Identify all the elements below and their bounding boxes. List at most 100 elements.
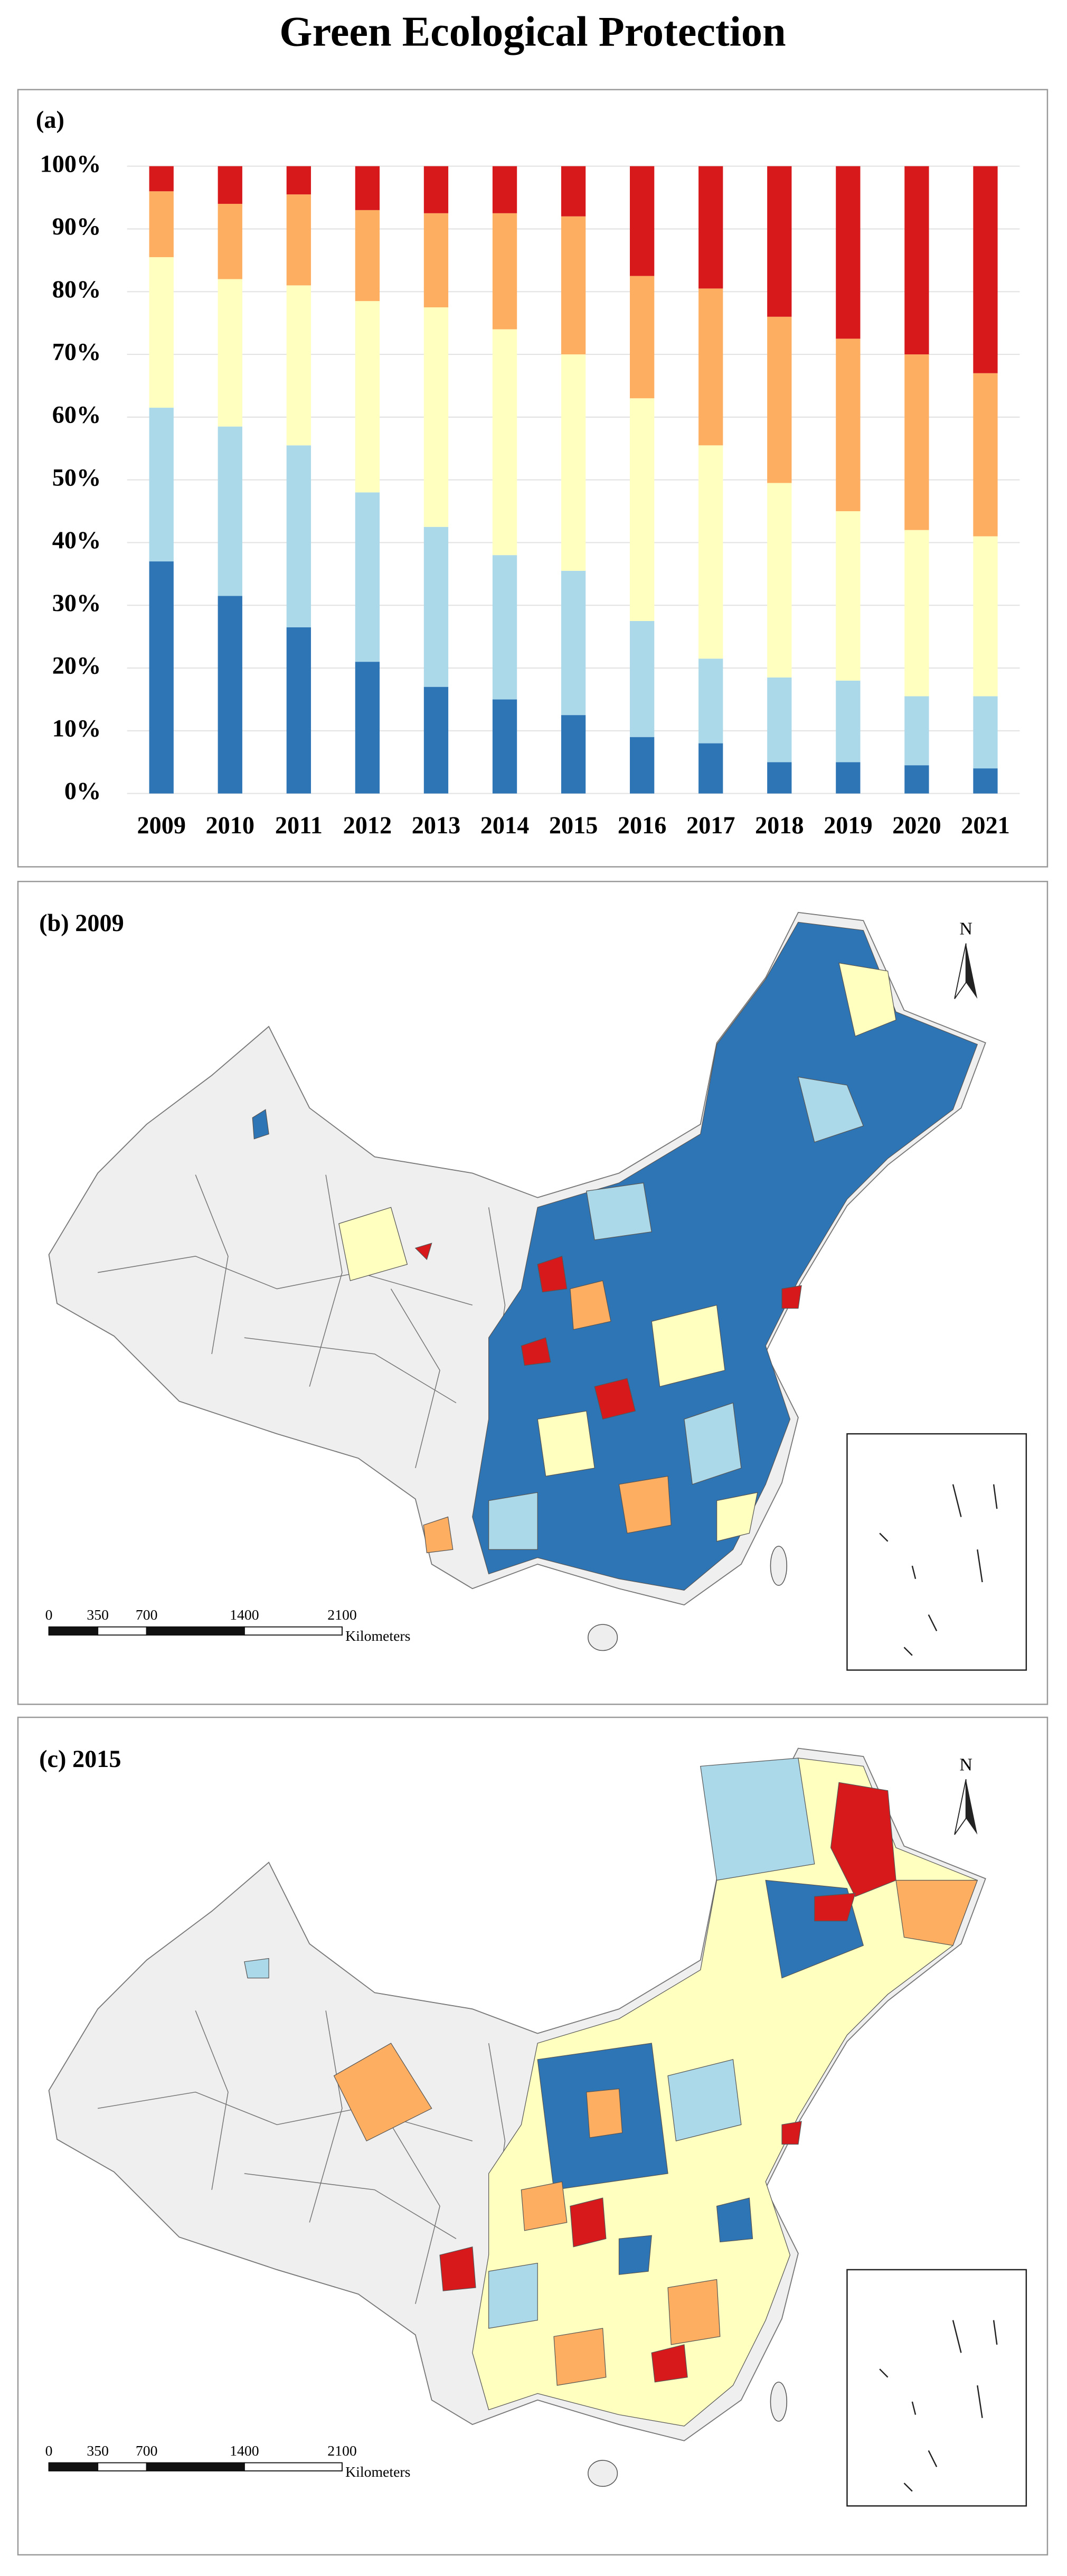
bar-segment <box>423 527 449 687</box>
bar-segment <box>698 445 723 659</box>
bar-segment <box>767 677 792 763</box>
bar-segment <box>836 339 861 512</box>
bar-segment <box>973 768 998 794</box>
scale-label: 700 <box>136 1607 158 1623</box>
bar-segment <box>767 166 792 317</box>
bar-segment <box>973 536 998 697</box>
bar-segment <box>286 166 311 195</box>
panel-label: (b) 2009 <box>39 910 124 937</box>
north-label: N <box>959 1755 972 1774</box>
x-tick-label: 2019 <box>824 812 873 839</box>
scale-unit: Kilometers <box>345 2464 410 2480</box>
y-tick-label: 50% <box>52 464 101 491</box>
bar-segment <box>492 555 517 700</box>
y-tick-label: 40% <box>52 527 101 554</box>
bar-segment <box>492 329 517 556</box>
bar-segment <box>492 213 517 330</box>
panel-label: (a) <box>36 107 64 134</box>
scale-segment <box>48 1626 99 1636</box>
x-tick-label: 2020 <box>892 812 941 839</box>
bar-segment <box>149 408 174 562</box>
x-tick-label: 2013 <box>412 812 461 839</box>
bar-segment <box>218 166 242 204</box>
bar-segment <box>218 426 242 596</box>
scale-segment <box>48 2462 99 2471</box>
title: Green Ecological Protection <box>279 8 786 55</box>
bar-segment <box>423 687 449 794</box>
scale-segment <box>243 1626 343 1636</box>
bar-segment <box>423 166 449 213</box>
map-b: 0 350 700 1400 2100 Kilometers (b) 2009 N <box>17 880 1049 1705</box>
scale-label: 1400 <box>230 2443 259 2459</box>
bar-segment <box>836 762 861 794</box>
bar-segment <box>149 166 174 192</box>
bar-segment <box>561 570 586 716</box>
x-tick-label: 2009 <box>137 812 186 839</box>
scale-label: 350 <box>87 1607 109 1623</box>
bar-segment <box>698 743 723 794</box>
regions <box>244 1757 978 2386</box>
bar-segment <box>698 288 723 446</box>
x-tick-label: 2018 <box>755 812 804 839</box>
scale-label: 1400 <box>230 1607 259 1623</box>
bar-segment <box>561 715 586 794</box>
y-tick-label: 80% <box>52 276 101 303</box>
y-tick-label: 90% <box>52 213 101 240</box>
bar-segment <box>218 203 242 279</box>
bar-segment <box>423 213 449 307</box>
bar-segment <box>355 492 380 662</box>
bar-segment <box>698 659 723 744</box>
bar-segment <box>355 166 380 210</box>
bar-segment <box>630 621 655 737</box>
bar-segment <box>836 511 861 681</box>
scale-label: 0 <box>45 1607 53 1623</box>
scale-label: 2100 <box>327 2443 357 2459</box>
bar-segment <box>904 354 929 530</box>
bar-segment <box>904 166 929 355</box>
north-label: N <box>959 919 972 939</box>
bar-segment <box>423 307 449 527</box>
regions <box>252 962 896 1554</box>
bar-segment <box>973 166 998 373</box>
scale-segment <box>97 2462 147 2471</box>
x-tick-label: 2014 <box>480 812 530 839</box>
bar-segment <box>286 285 311 446</box>
bar-segment <box>286 627 311 794</box>
y-tick-label: 20% <box>52 653 101 680</box>
x-tick-label: 2012 <box>343 812 392 839</box>
bar-segment <box>218 279 242 427</box>
scale-label: 2100 <box>327 1607 357 1623</box>
bar-segment <box>904 530 929 697</box>
bar-segment <box>904 696 929 766</box>
bar-segment <box>286 194 311 286</box>
x-tick-label: 2010 <box>206 812 255 839</box>
y-tick-label: 60% <box>52 401 101 428</box>
scale-segment <box>146 2462 245 2471</box>
bar-segment <box>630 166 655 276</box>
bar-segment <box>630 398 655 621</box>
x-tick-label: 2016 <box>618 812 667 839</box>
bar-segment <box>836 680 861 763</box>
bar-segment <box>561 354 586 571</box>
scale-unit: Kilometers <box>345 1628 410 1644</box>
bar-segment <box>492 699 517 794</box>
bar-segment <box>973 373 998 537</box>
bar-chart: 0% 10% 20% 30% 40% 50% 60% 70% 80% 90% 100% 2009 201… <box>40 151 1020 839</box>
bar-segment <box>355 301 380 493</box>
panel-label: (c) 2015 <box>39 1746 121 1773</box>
bar-segment <box>561 216 586 355</box>
bar-segment <box>149 257 174 408</box>
bar-segment <box>767 483 792 678</box>
x-tick-label: 2011 <box>275 812 323 839</box>
bar-segment <box>286 445 311 627</box>
y-tick-label: 100% <box>40 151 101 177</box>
scale-segment <box>243 2462 343 2471</box>
bar-segment <box>904 765 929 794</box>
x-tick-label: 2021 <box>961 812 1010 839</box>
panel-a <box>17 89 1049 868</box>
y-tick-label: 70% <box>52 339 101 366</box>
x-tick-label: 2015 <box>549 812 598 839</box>
bar-segment <box>767 762 792 794</box>
